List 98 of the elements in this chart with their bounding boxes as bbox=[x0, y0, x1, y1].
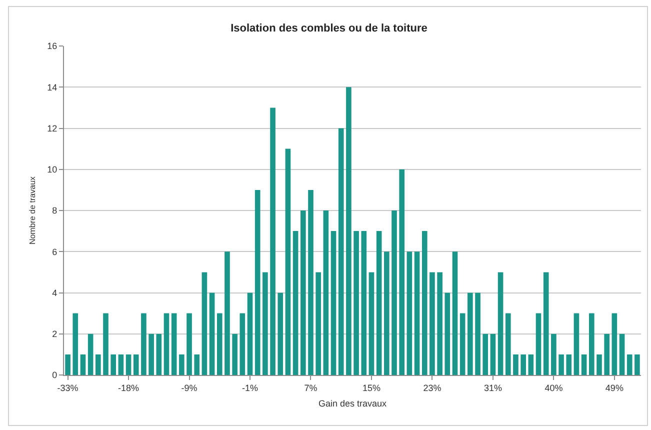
bar bbox=[422, 231, 428, 375]
bar bbox=[96, 354, 101, 375]
y-tick-label: 0 bbox=[52, 370, 58, 380]
bar bbox=[475, 292, 480, 375]
bar bbox=[164, 313, 170, 375]
bar bbox=[216, 313, 222, 375]
x-tick-label: 40% bbox=[544, 382, 563, 393]
x-tick-label: 7% bbox=[304, 382, 318, 393]
bar bbox=[414, 252, 420, 375]
bar bbox=[141, 313, 146, 375]
bar bbox=[323, 210, 329, 375]
y-tick-label: 14 bbox=[47, 82, 58, 92]
bar bbox=[156, 334, 162, 375]
bar bbox=[338, 128, 344, 375]
bar bbox=[354, 231, 359, 375]
bar bbox=[262, 272, 268, 375]
bar bbox=[240, 313, 246, 375]
bar bbox=[376, 231, 382, 375]
bar bbox=[460, 313, 466, 375]
x-tick-label: -1% bbox=[242, 382, 258, 393]
y-tick-label: 4 bbox=[52, 288, 58, 298]
bar bbox=[110, 354, 116, 375]
bar bbox=[543, 272, 549, 375]
x-axis-title: Gain des travaux bbox=[318, 398, 388, 409]
bar bbox=[520, 354, 526, 375]
y-tick-label: 6 bbox=[52, 246, 58, 257]
bar bbox=[80, 354, 86, 375]
bar bbox=[581, 354, 587, 375]
bar bbox=[194, 354, 200, 375]
bar bbox=[574, 313, 580, 375]
bar bbox=[103, 313, 108, 375]
y-axis-title: Nombre de travaux bbox=[28, 176, 37, 245]
bar bbox=[399, 169, 405, 375]
bar bbox=[430, 272, 435, 375]
bar bbox=[392, 210, 397, 375]
bar bbox=[209, 292, 215, 375]
bar bbox=[316, 272, 321, 375]
x-tick-label: 15% bbox=[362, 382, 380, 393]
bar bbox=[300, 210, 306, 375]
bar bbox=[308, 190, 314, 375]
bar bbox=[513, 354, 518, 375]
bar bbox=[588, 313, 594, 375]
y-tick-label: 2 bbox=[52, 329, 58, 340]
bar bbox=[612, 313, 618, 375]
bar bbox=[604, 334, 610, 375]
bar bbox=[468, 292, 473, 375]
bar bbox=[361, 231, 367, 375]
bar bbox=[202, 272, 208, 375]
x-tick-label: 49% bbox=[605, 382, 624, 393]
bar bbox=[619, 334, 625, 375]
y-tick-label: 16 bbox=[47, 41, 58, 52]
bar bbox=[118, 354, 124, 375]
bar bbox=[179, 354, 184, 375]
bar bbox=[278, 292, 284, 375]
x-tick-label: -9% bbox=[181, 382, 198, 393]
bar bbox=[634, 354, 640, 375]
x-tick-label: 31% bbox=[484, 382, 502, 393]
bar bbox=[558, 354, 564, 375]
bar bbox=[232, 334, 238, 375]
bar bbox=[482, 334, 488, 375]
bar bbox=[285, 148, 291, 375]
bar bbox=[292, 231, 298, 375]
bar bbox=[368, 272, 374, 375]
y-tick-label: 12 bbox=[47, 123, 58, 134]
bar bbox=[384, 252, 390, 375]
bar bbox=[65, 354, 70, 375]
bar bbox=[505, 313, 511, 375]
bar bbox=[536, 313, 542, 375]
bar bbox=[330, 231, 336, 375]
bar bbox=[171, 313, 177, 375]
bar bbox=[72, 313, 78, 375]
bar bbox=[88, 334, 94, 375]
bar bbox=[596, 354, 602, 375]
x-tick-label: -33% bbox=[57, 382, 78, 393]
bar bbox=[490, 334, 496, 375]
bar bbox=[566, 354, 572, 375]
bar bbox=[186, 313, 192, 375]
bar bbox=[224, 252, 230, 375]
bar bbox=[247, 292, 253, 375]
y-tick-label: 10 bbox=[47, 164, 58, 175]
bar bbox=[498, 272, 504, 375]
bar bbox=[346, 87, 352, 375]
bar bbox=[126, 354, 132, 375]
bar bbox=[254, 190, 260, 375]
bar bbox=[148, 334, 154, 375]
bar bbox=[444, 292, 450, 375]
x-tick-label: 23% bbox=[423, 382, 442, 393]
bar bbox=[437, 272, 442, 375]
bar bbox=[528, 354, 534, 375]
bar bbox=[406, 252, 412, 375]
bar bbox=[133, 354, 139, 375]
bar bbox=[452, 252, 458, 375]
bar bbox=[270, 108, 276, 375]
bar bbox=[626, 354, 632, 375]
chart-title: Isolation des combles ou de la toiture bbox=[230, 22, 428, 34]
bar bbox=[551, 334, 556, 375]
y-tick-label: 8 bbox=[52, 206, 58, 216]
x-tick-label: -18% bbox=[118, 382, 140, 393]
